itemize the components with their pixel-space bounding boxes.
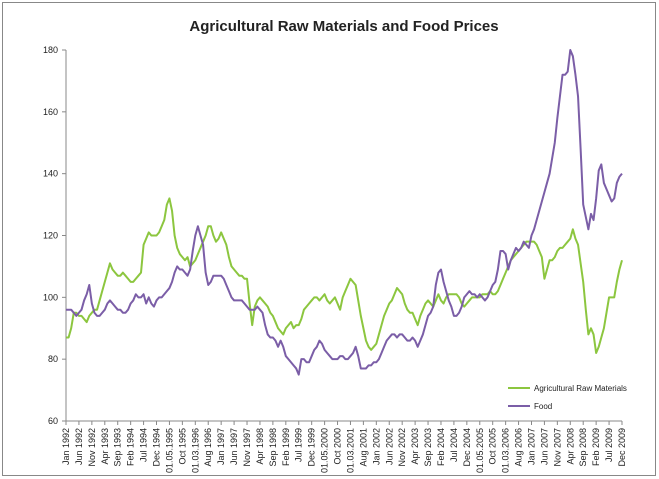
x-tick-label: 01.05.2005 xyxy=(475,428,485,473)
x-tick-label: Dec 1994 xyxy=(152,428,162,467)
x-tick-label: Jul 2009 xyxy=(604,428,614,462)
x-tick-label: Jul 2004 xyxy=(449,428,459,462)
x-tick-label: Sep 1998 xyxy=(268,428,278,467)
x-tick-label: Jun 2007 xyxy=(539,428,549,465)
y-tick-label: 180 xyxy=(43,45,58,55)
x-tick-label: Dec 2004 xyxy=(462,428,472,467)
x-tick-label: Apr 1998 xyxy=(255,428,265,465)
legend-label: Food xyxy=(534,402,552,411)
x-tick-label: Oct 2005 xyxy=(488,428,498,465)
x-tick-label: Sep 1993 xyxy=(113,428,123,467)
x-tick-label: Jan 1997 xyxy=(216,428,226,465)
x-tick-label: Nov 2002 xyxy=(397,428,407,467)
x-tick-label: Sep 2008 xyxy=(578,428,588,467)
chart-title: Agricultural Raw Materials and Food Pric… xyxy=(189,18,498,35)
y-tick-label: 140 xyxy=(43,169,58,179)
x-tick-label: 01.05.1995 xyxy=(164,428,174,473)
x-tick-label: Sep 2003 xyxy=(423,428,433,467)
y-tick-label: 160 xyxy=(43,107,58,117)
x-tick-label: Nov 2007 xyxy=(552,428,562,467)
x-tick-label: Dec 2009 xyxy=(617,428,627,467)
x-tick-label: Nov 1992 xyxy=(87,428,97,467)
x-tick-label: Nov 1997 xyxy=(242,428,252,467)
x-tick-label: Dec 1999 xyxy=(307,428,317,467)
x-tick-label: Jun 2002 xyxy=(384,428,394,465)
x-tick-label: Jun 1997 xyxy=(229,428,239,465)
y-tick-label: 60 xyxy=(48,416,58,426)
x-tick-label: Jun 1992 xyxy=(74,428,84,465)
x-tick-label: Apr 2008 xyxy=(565,428,575,465)
x-tick-label: Feb 1994 xyxy=(126,428,136,466)
x-tick-label: Oct 1995 xyxy=(177,428,187,465)
legend-label: Agricultural Raw Materials xyxy=(534,384,627,393)
x-tick-label: Jan 1992 xyxy=(61,428,71,465)
x-tick-label: Feb 2009 xyxy=(591,428,601,466)
x-tick-label: Jul 1999 xyxy=(294,428,304,462)
y-tick-label: 80 xyxy=(48,354,58,364)
x-tick-label: Apr 2003 xyxy=(410,428,420,465)
series-line xyxy=(66,49,623,376)
x-tick-label: 01.03.2001 xyxy=(345,428,355,473)
x-tick-label: Jan 2002 xyxy=(371,428,381,465)
x-tick-label: Oct 2000 xyxy=(333,428,343,465)
x-tick-label: Aug 2001 xyxy=(358,428,368,467)
x-tick-label: Feb 1999 xyxy=(281,428,291,466)
x-tick-label: Aug 2006 xyxy=(514,428,524,467)
x-tick-label: Feb 2004 xyxy=(436,428,446,466)
x-tick-label: 01.05.2000 xyxy=(320,428,330,473)
x-tick-label: 01.03.2006 xyxy=(501,428,511,473)
x-tick-label: Jan 2007 xyxy=(526,428,536,465)
x-tick-label: Aug 1996 xyxy=(203,428,213,467)
y-tick-label: 100 xyxy=(43,292,58,302)
x-tick-label: Jul 1994 xyxy=(139,428,149,462)
x-tick-label: 01.03.1996 xyxy=(190,428,200,473)
x-tick-label: Apr 1993 xyxy=(100,428,110,465)
y-tick-label: 120 xyxy=(43,231,58,241)
